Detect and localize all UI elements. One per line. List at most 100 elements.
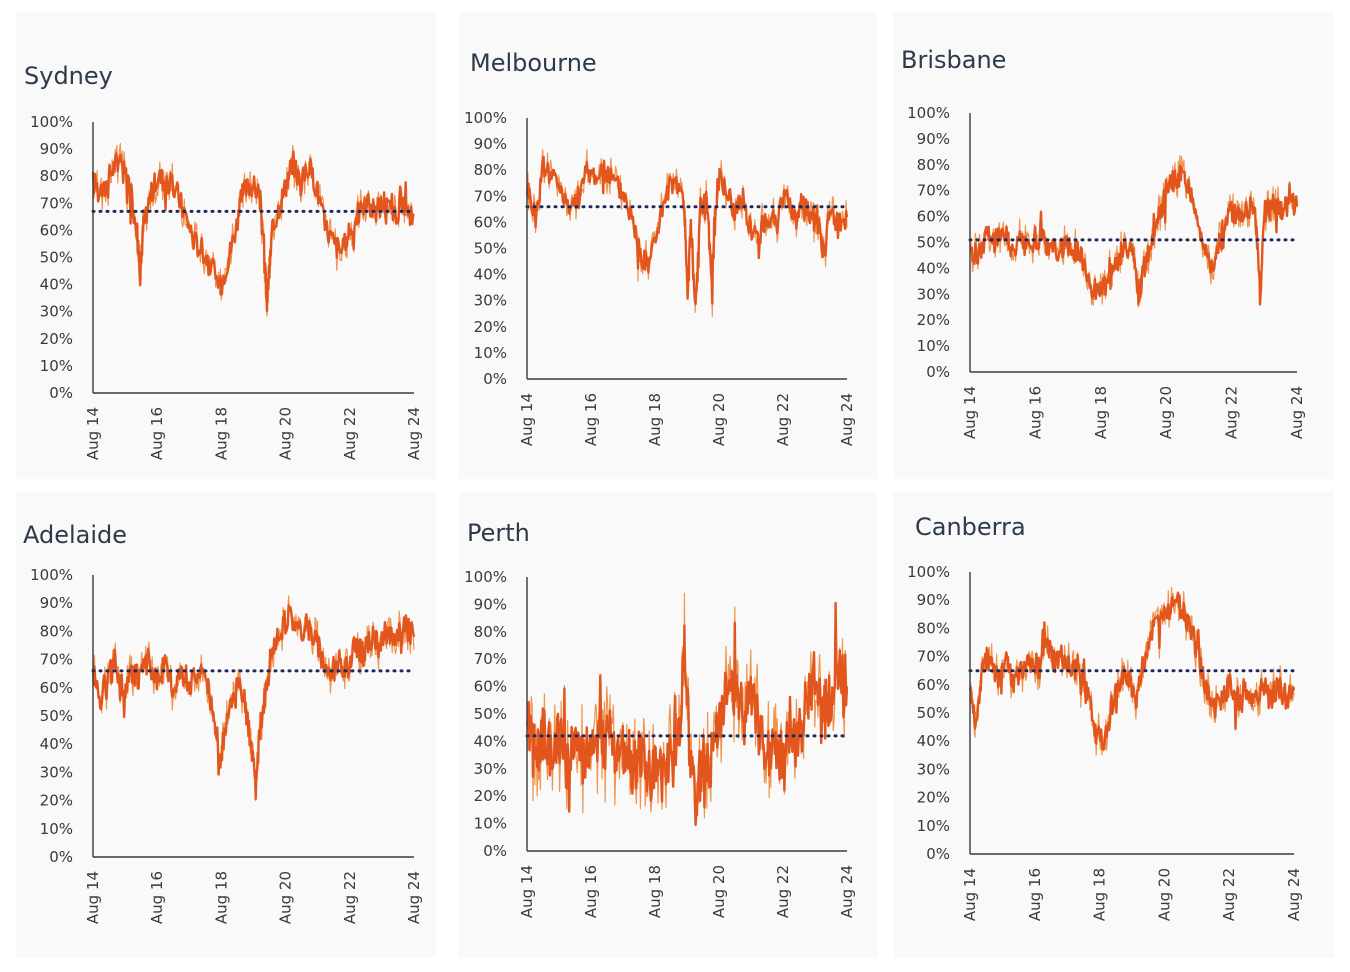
y-tick-label: 60% [40, 221, 73, 239]
y-tick-label: 10% [40, 820, 73, 838]
y-tick-label: 100% [30, 566, 73, 584]
chart-panel-adelaide: Adelaide 0% 10% 20% 30% 40% 50% 60% 70% 80% 90% 10… [16, 491, 436, 958]
y-tick-label: 100% [907, 563, 950, 581]
y-tick-label: 0% [49, 848, 73, 866]
x-tick-label: Aug 22 [774, 865, 792, 918]
series-line [525, 155, 849, 306]
x-tick-label: Aug 18 [1091, 868, 1109, 921]
y-tick-label: 50% [917, 234, 950, 252]
chart-panel-brisbane: Brisbane 0% 10% 20% 30% 40% 50% 60% 70% 80% 90% 10… [893, 12, 1334, 479]
y-tick-label: 80% [917, 619, 950, 637]
y-tick-label: 20% [917, 789, 950, 807]
y-tick-label: 20% [40, 330, 73, 348]
x-tick-label: Aug 14 [518, 865, 536, 918]
x-tick-label: Aug 14 [84, 871, 102, 924]
y-tick-label: 40% [40, 276, 73, 294]
y-tick-label: 80% [917, 156, 950, 174]
y-tick-label: 70% [474, 187, 507, 205]
y-tick-label: 70% [474, 650, 507, 668]
y-tick-label: 80% [474, 161, 507, 179]
x-tick-label: Aug 20 [1157, 386, 1175, 439]
x-tick-label: Aug 16 [582, 393, 600, 446]
y-tick-label: 0% [49, 384, 73, 402]
chart-title: Canberra [915, 513, 1026, 541]
y-tick-label: 0% [483, 370, 507, 388]
x-tick-label: Aug 24 [1288, 386, 1306, 439]
y-tick-label: 10% [474, 815, 507, 833]
y-tick-label: 90% [40, 140, 73, 158]
y-tick-label: 60% [474, 678, 507, 696]
y-tick-label: 30% [40, 763, 73, 781]
x-tick-label: Aug 22 [1220, 868, 1238, 921]
y-tick-label: 80% [40, 622, 73, 640]
chart-title: Brisbane [901, 46, 1007, 74]
x-tick-label: Aug 20 [1155, 868, 1173, 921]
y-tick-label: 100% [30, 113, 73, 131]
chart-title: Melbourne [470, 49, 597, 77]
chart-panel-melbourne: Melbourne 0% 10% 20% 30% 40% 50% 60% 70% 80% 90% 1… [459, 12, 877, 479]
x-tick-label: Aug 16 [1026, 868, 1044, 921]
series-line [91, 604, 416, 800]
y-tick-label: 30% [40, 303, 73, 321]
series-line-light [92, 142, 415, 317]
y-tick-label: 20% [40, 792, 73, 810]
y-tick-label: 50% [40, 249, 73, 267]
y-tick-label: 10% [40, 357, 73, 375]
y-tick-label: 30% [917, 760, 950, 778]
y-tick-label: 80% [40, 167, 73, 185]
x-tick-label: Aug 22 [341, 407, 359, 460]
y-tick-label: 70% [917, 648, 950, 666]
line-chart-svg: 0% 10% 20% 30% 40% 50% 60% 70% 80% 90% 100% Aug 14 A… [907, 563, 1303, 921]
y-tick-label: 50% [474, 240, 507, 258]
line-chart-svg: 0% 10% 20% 30% 40% 50% 60% 70% 80% 90% 100% Aug 14 A… [30, 566, 423, 924]
chart-title: Sydney [24, 62, 113, 90]
y-tick-label: 50% [917, 704, 950, 722]
y-tick-label: 100% [907, 104, 950, 122]
y-tick-label: 70% [917, 182, 950, 200]
y-tick-label: 40% [917, 259, 950, 277]
chart-title: Adelaide [23, 521, 128, 549]
y-tick-label: 20% [917, 311, 950, 329]
x-tick-label: Aug 18 [212, 407, 230, 460]
y-tick-label: 40% [917, 732, 950, 750]
x-tick-label: Aug 18 [212, 871, 230, 924]
y-tick-label: 0% [926, 363, 950, 381]
y-tick-label: 60% [917, 208, 950, 226]
chart-panel-perth: Perth 0% 10% 20% 30% 40% 50% 60% 70% 80% 90% 100% A… [459, 491, 877, 958]
x-tick-label: Aug 14 [84, 407, 102, 460]
y-tick-label: 10% [474, 344, 507, 362]
series-line [969, 164, 1299, 306]
y-tick-label: 100% [464, 568, 507, 586]
y-tick-label: 60% [474, 213, 507, 231]
x-tick-label: Aug 18 [646, 865, 664, 918]
series-line [525, 601, 849, 827]
x-tick-label: Aug 20 [277, 407, 295, 460]
chart-panel-sydney: Sydney 0% 10% 20% 30% 40% 50% 60% 70% 80% 90% 100%… [16, 12, 436, 479]
series-line [91, 150, 415, 313]
y-tick-label: 80% [474, 623, 507, 641]
line-chart-svg: 0% 10% 20% 30% 40% 50% 60% 70% 80% 90% 100% Aug 14 A… [907, 104, 1306, 439]
series-line-light [526, 592, 848, 823]
y-tick-label: 50% [40, 707, 73, 725]
y-tick-label: 90% [917, 130, 950, 148]
x-tick-label: Aug 24 [405, 871, 423, 924]
series-line [968, 591, 1296, 751]
y-tick-label: 30% [474, 292, 507, 310]
x-tick-label: Aug 18 [1092, 386, 1110, 439]
y-tick-label: 20% [474, 318, 507, 336]
y-tick-label: 10% [917, 817, 950, 835]
x-tick-label: Aug 22 [1223, 386, 1241, 439]
y-tick-label: 70% [40, 651, 73, 669]
chart-title: Perth [467, 519, 530, 547]
x-tick-label: Aug 14 [518, 393, 536, 446]
x-tick-label: Aug 14 [961, 386, 979, 439]
y-tick-label: 50% [474, 705, 507, 723]
y-tick-label: 40% [474, 266, 507, 284]
y-tick-label: 30% [917, 285, 950, 303]
y-tick-label: 90% [40, 594, 73, 612]
x-tick-label: Aug 18 [646, 393, 664, 446]
y-tick-label: 70% [40, 194, 73, 212]
y-tick-label: 60% [917, 676, 950, 694]
y-tick-label: 90% [474, 135, 507, 153]
y-tick-label: 40% [474, 732, 507, 750]
